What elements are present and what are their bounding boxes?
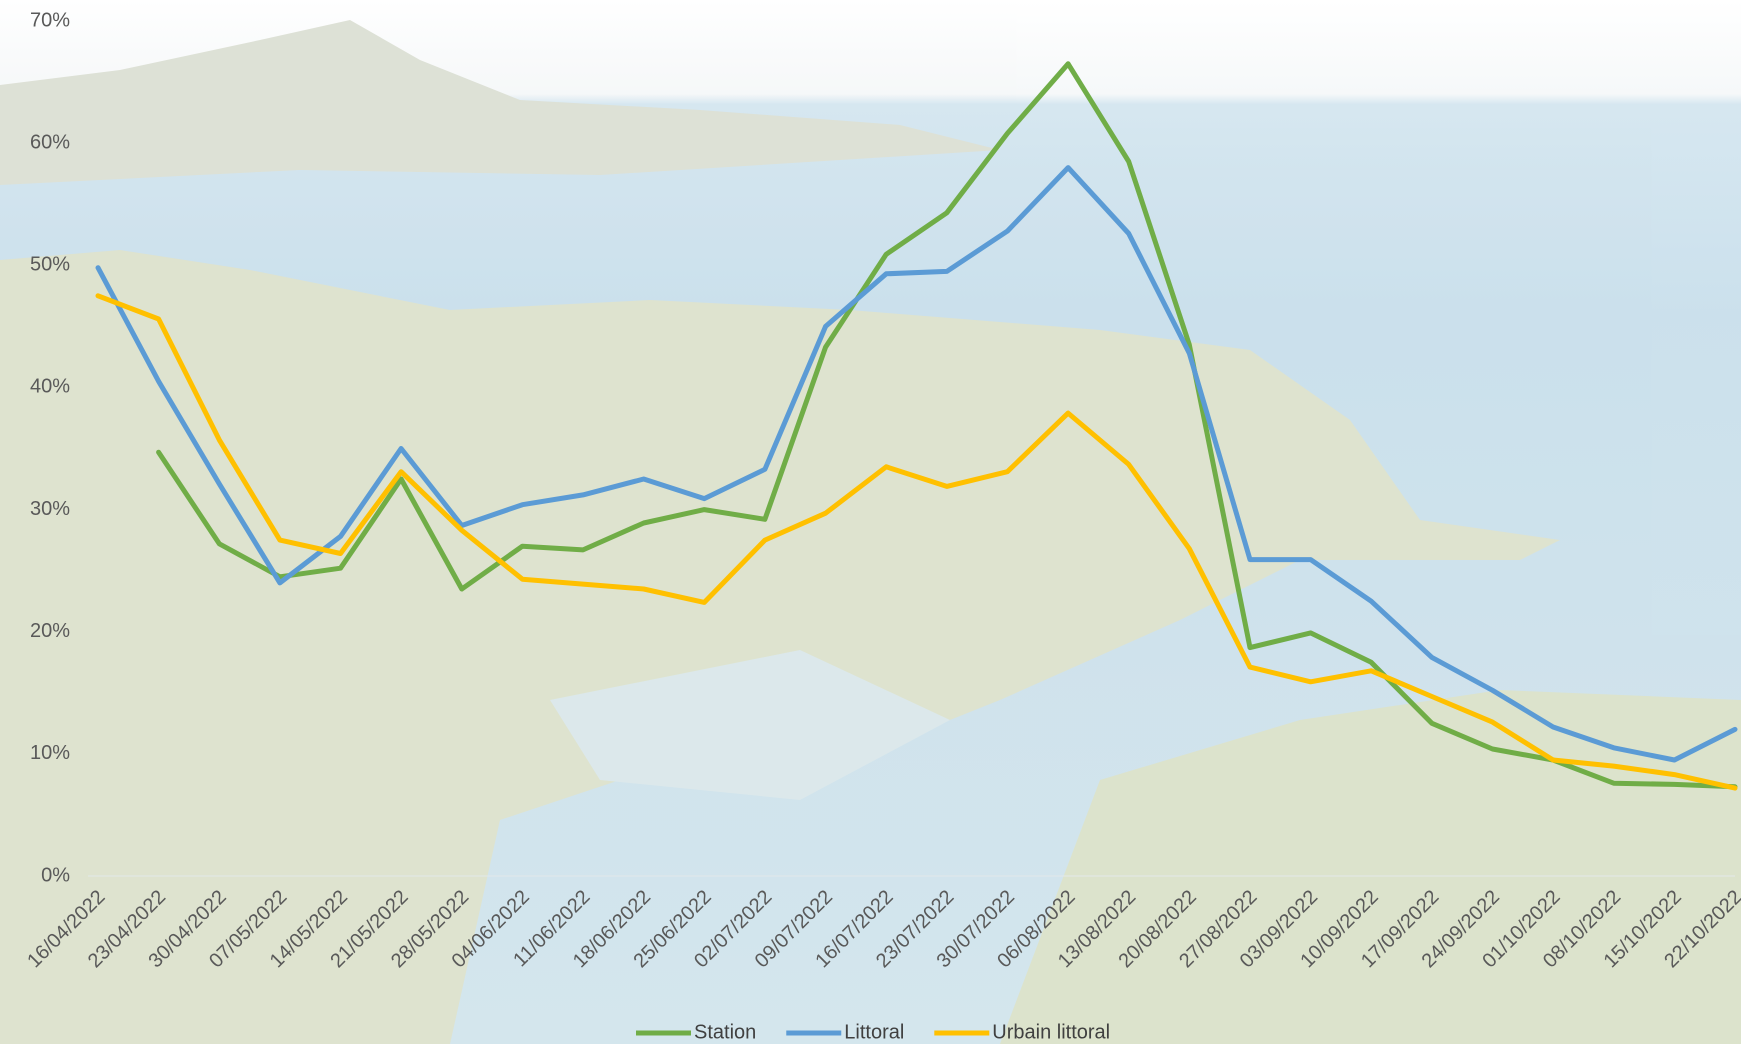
series-line	[95, 293, 1738, 791]
y-tick-label: 50%	[30, 254, 70, 276]
legend-label: Urbain littoral	[992, 1021, 1110, 1043]
series-line	[95, 165, 1738, 763]
lines	[95, 61, 1738, 791]
y-tick-label: 0%	[41, 864, 70, 886]
legend-label: Littoral	[844, 1021, 904, 1043]
y-tick-label: 40%	[30, 376, 70, 398]
y-tick-label: 30%	[30, 498, 70, 520]
y-tick-label: 10%	[30, 742, 70, 764]
series-line	[156, 61, 1738, 790]
legend: Station Littoral Urbain littoral	[636, 1021, 1110, 1043]
y-tick-label: 20%	[30, 620, 70, 642]
y-tick-label: 60%	[30, 131, 70, 153]
legend-label: Station	[694, 1021, 756, 1043]
y-tick-label: 70%	[30, 9, 70, 31]
